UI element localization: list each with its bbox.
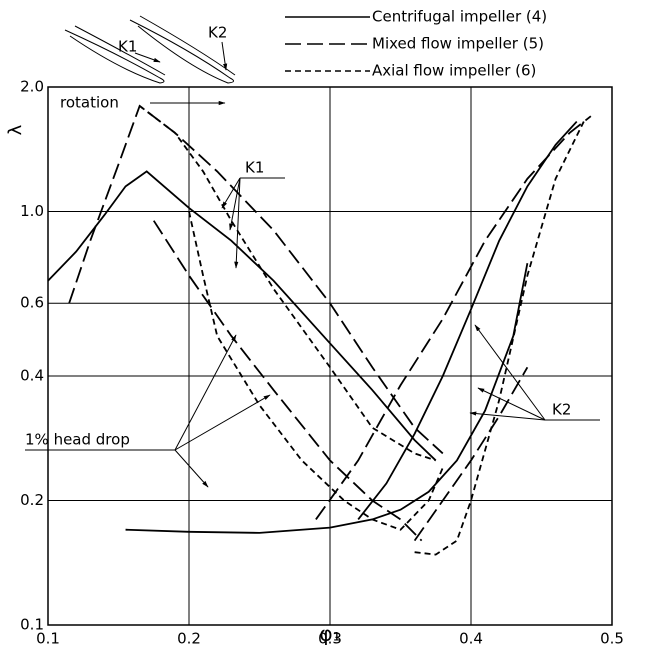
annotation: K2 bbox=[552, 401, 571, 419]
annotation: rotation bbox=[60, 94, 119, 112]
y-tick-label: 0.6 bbox=[20, 294, 44, 312]
x-tick-label: 0.5 bbox=[600, 630, 624, 647]
annotation: K1 bbox=[245, 159, 264, 177]
y-axis-label: λ bbox=[5, 124, 26, 135]
legend-label: Centrifugal impeller (4) bbox=[372, 8, 547, 26]
y-tick-label: 0.1 bbox=[20, 616, 44, 634]
series-line bbox=[47, 170, 437, 462]
legend-label: Mixed flow impeller (5) bbox=[372, 35, 544, 53]
legend-label: Axial flow impeller (6) bbox=[372, 62, 536, 80]
y-tick-label: 2.0 bbox=[20, 78, 44, 96]
y-tick-label: 1.0 bbox=[20, 202, 44, 220]
series-line bbox=[139, 105, 437, 462]
x-tick-label: 0.2 bbox=[177, 630, 201, 647]
series-line bbox=[315, 115, 592, 520]
x-tick-label: 0.1 bbox=[36, 630, 60, 647]
x-axis-label: φ₁ bbox=[319, 622, 340, 646]
series-line bbox=[413, 366, 529, 542]
series-line bbox=[188, 211, 444, 531]
annotation: K1 bbox=[118, 38, 137, 56]
annotation: K2 bbox=[208, 24, 227, 42]
annotation-arrows bbox=[25, 177, 600, 488]
x-tick-label: 0.3 bbox=[318, 630, 342, 647]
annotation: 1% head drop bbox=[25, 431, 130, 449]
series-line bbox=[152, 220, 423, 542]
y-tick-label: 0.4 bbox=[20, 367, 44, 385]
series-line bbox=[68, 104, 444, 455]
x-tick-label: 0.4 bbox=[459, 630, 483, 647]
y-tick-label: 0.2 bbox=[20, 491, 44, 509]
series-line bbox=[357, 120, 578, 520]
blade-sketch bbox=[64, 15, 236, 106]
series-line bbox=[414, 121, 585, 556]
series-line bbox=[125, 262, 529, 534]
